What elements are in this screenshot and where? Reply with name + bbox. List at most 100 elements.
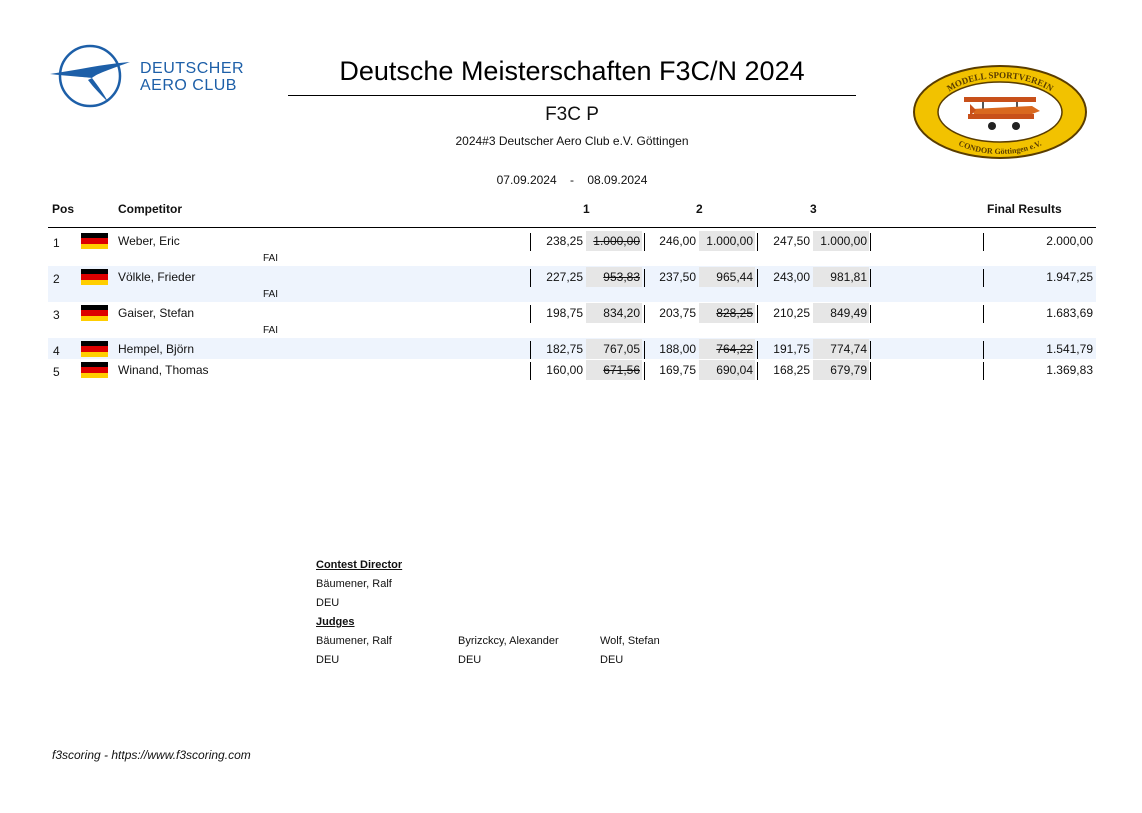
contest-director-heading: Contest Director: [316, 559, 403, 571]
column-header-pos: Pos: [52, 202, 75, 216]
column-header-competitor: Competitor: [118, 202, 182, 216]
final-result: 2.000,00: [1046, 234, 1093, 248]
table-row: 4 Hempel, Björn 182,75 767,05 188,00 764,22 19…: [48, 338, 1096, 359]
round-2-normalized-score: 965,44: [699, 267, 755, 287]
header-divider: [48, 227, 1096, 228]
contest-director-country: DEU: [316, 597, 340, 609]
results-table: 1 Weber, Eric FAI 238,25 1.000,00 246,00 1.000…: [48, 230, 1096, 380]
round-2-raw-score: 203,75: [659, 306, 696, 320]
germany-flag-icon: [81, 341, 108, 357]
column-separator: [757, 305, 758, 323]
column-separator: [757, 269, 758, 287]
club-logo: MODELL SPORTVEREIN CONDOR Göttingen e.V.: [913, 65, 1087, 159]
germany-flag-icon: [81, 233, 108, 249]
round-2-raw-score: 246,00: [659, 234, 696, 248]
round-3-normalized-score: 849,49: [813, 303, 869, 323]
round-1-normalized-score: 953,83: [586, 267, 642, 287]
column-separator: [530, 269, 531, 287]
column-separator: [530, 233, 531, 251]
column-header-round-3: 3: [810, 202, 817, 216]
round-3-raw-score: 243,00: [773, 270, 810, 284]
page-subtitle: F3C P: [545, 104, 599, 125]
table-row: 3 Gaiser, Stefan FAI 198,75 834,20 203,75 828,…: [48, 302, 1096, 338]
round-1-raw-score: 160,00: [546, 363, 583, 377]
column-separator: [530, 362, 531, 380]
round-3-raw-score: 247,50: [773, 234, 810, 248]
final-result: 1.947,25: [1046, 270, 1093, 284]
column-separator: [644, 362, 645, 380]
column-header-round-1: 1: [583, 202, 590, 216]
round-3-raw-score: 191,75: [773, 342, 810, 356]
round-1-normalized-score: 1.000,00: [586, 231, 642, 251]
dac-logo-line-2: AERO CLUB: [140, 77, 237, 94]
column-separator: [644, 269, 645, 287]
position-cell: 1: [53, 236, 60, 250]
round-1-normalized-score: 671,56: [586, 360, 642, 380]
judge-2-name: Byrizckcy, Alexander: [458, 635, 559, 647]
round-2-normalized-score: 1.000,00: [699, 231, 755, 251]
position-cell: 2: [53, 272, 60, 286]
column-separator: [870, 233, 871, 251]
column-separator: [644, 233, 645, 251]
judge-1-country: DEU: [316, 654, 340, 666]
dac-logo-text: DEUTSCHER AERO CLUB: [140, 60, 244, 94]
judge-1-name: Bäumener, Ralf: [316, 635, 392, 647]
position-cell: 3: [53, 308, 60, 322]
round-1-normalized-score: 767,05: [586, 339, 642, 359]
column-separator: [757, 233, 758, 251]
column-separator: [757, 362, 758, 380]
column-separator: [983, 341, 984, 359]
column-separator: [870, 305, 871, 323]
table-row: 2 Völkle, Frieder FAI 227,25 953,83 237,50 965…: [48, 266, 1096, 302]
column-separator: [983, 233, 984, 251]
position-cell: 5: [53, 365, 60, 379]
title-underline: [288, 95, 856, 96]
competitor-class: FAI: [263, 253, 279, 264]
dac-logo-line-1: DEUTSCHER: [140, 60, 245, 77]
date-separator: -: [570, 173, 574, 187]
position-cell: 4: [53, 344, 60, 358]
competitor-name: Völkle, Frieder: [118, 270, 196, 284]
date-from: 07.09.2024: [496, 173, 557, 187]
contest-director-name: Bäumener, Ralf: [316, 578, 392, 590]
column-header-round-2: 2: [696, 202, 703, 216]
column-separator: [644, 341, 645, 359]
round-3-normalized-score: 981,81: [813, 267, 869, 287]
competitor-class: FAI: [263, 289, 279, 300]
competitor-name: Weber, Eric: [118, 234, 180, 248]
judge-3-name: Wolf, Stefan: [600, 635, 660, 647]
column-separator: [530, 305, 531, 323]
competitor-name: Gaiser, Stefan: [118, 306, 195, 320]
date-to: 08.09.2024: [587, 173, 648, 187]
round-1-raw-score: 238,25: [546, 234, 583, 248]
round-1-raw-score: 227,25: [546, 270, 583, 284]
round-1-raw-score: 198,75: [546, 306, 583, 320]
round-2-normalized-score: 828,25: [699, 303, 755, 323]
column-separator: [983, 305, 984, 323]
table-row: 1 Weber, Eric FAI 238,25 1.000,00 246,00 1.000…: [48, 230, 1096, 266]
final-result: 1.683,69: [1046, 306, 1093, 320]
round-2-raw-score: 169,75: [659, 363, 696, 377]
table-row: 5 Winand, Thomas 160,00 671,56 169,75 690,04 1…: [48, 359, 1096, 380]
event-dates: 07.09.2024 - 08.09.2024: [288, 173, 856, 187]
final-result: 1.369,83: [1046, 363, 1093, 377]
round-3-normalized-score: 774,74: [813, 339, 869, 359]
round-3-raw-score: 210,25: [773, 306, 810, 320]
column-header-final-results: Final Results: [987, 202, 1062, 216]
germany-flag-icon: [81, 362, 108, 378]
judge-2-country: DEU: [458, 654, 482, 666]
column-separator: [870, 269, 871, 287]
germany-flag-icon: [81, 269, 108, 285]
round-1-normalized-score: 834,20: [586, 303, 642, 323]
competitor-class: FAI: [263, 325, 279, 336]
column-separator: [870, 341, 871, 359]
round-3-raw-score: 168,25: [773, 363, 810, 377]
column-separator: [983, 269, 984, 287]
round-2-raw-score: 237,50: [659, 270, 696, 284]
final-result: 1.541,79: [1046, 342, 1093, 356]
round-3-normalized-score: 679,79: [813, 360, 869, 380]
competitor-name: Winand, Thomas: [118, 363, 209, 377]
germany-flag-icon: [81, 305, 108, 321]
column-separator: [530, 341, 531, 359]
column-separator: [644, 305, 645, 323]
